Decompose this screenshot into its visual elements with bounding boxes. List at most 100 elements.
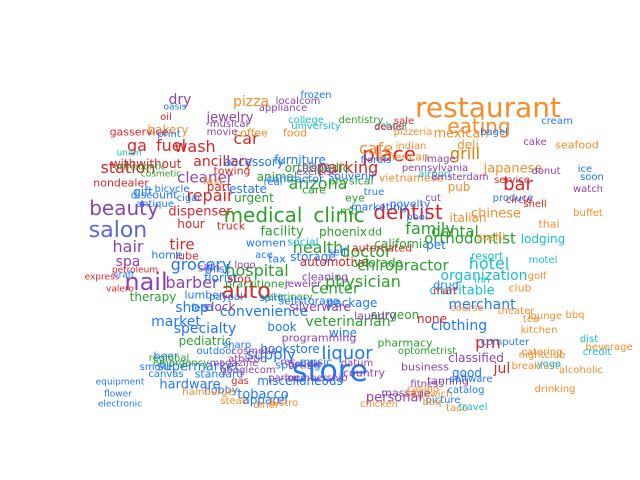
- cloud-word: practitioner: [224, 277, 290, 291]
- cloud-word: fast: [202, 174, 224, 188]
- cloud-word: tanning: [426, 374, 470, 388]
- cloud-word: cafe: [358, 139, 394, 158]
- cloud-word: theater: [497, 306, 535, 317]
- cloud-word: dd: [368, 225, 382, 239]
- cloud-word: estate: [229, 182, 267, 196]
- cloud-word: bookstore: [260, 342, 320, 356]
- cloud-word: steak: [220, 396, 248, 407]
- cloud-word: lounge: [527, 311, 563, 322]
- cloud-word: credit: [582, 347, 612, 358]
- cloud-word: emergency: [152, 358, 210, 369]
- cloud-word: drinking: [534, 384, 576, 395]
- cloud-word: florist: [203, 271, 239, 285]
- cloud-word: deli: [457, 138, 479, 152]
- cloud-word: diner: [253, 400, 279, 411]
- cloud-word: sale: [393, 116, 415, 127]
- cloud-word: dental: [431, 222, 479, 241]
- cloud-word: service: [494, 175, 530, 186]
- cloud-word: pub: [447, 180, 471, 194]
- cloud-word: colorado: [351, 256, 403, 270]
- cloud-word: home: [151, 248, 183, 262]
- cloud-word: center: [310, 279, 360, 298]
- cloud-word: bistro: [269, 398, 299, 409]
- cloud-word: nail: [124, 268, 168, 296]
- cloud-word: business: [401, 360, 449, 374]
- cloud-word: drug: [433, 278, 459, 292]
- cloud-word: craft: [113, 270, 135, 281]
- cloud-word: soon: [580, 172, 604, 183]
- cloud-word: beer: [153, 349, 179, 363]
- cloud-word: clinic: [313, 203, 365, 227]
- cloud-word: golf: [527, 271, 547, 282]
- cloud-word: cosmetic: [140, 169, 182, 180]
- cloud-word: auto: [221, 279, 271, 304]
- cloud-word: exercise: [296, 167, 338, 178]
- cloud-word: ace: [255, 250, 273, 261]
- cloud-word: self: [327, 245, 347, 259]
- cloud-word: piano: [302, 161, 330, 172]
- cloud-word: orthodontic: [114, 162, 166, 173]
- cloud-word: clothing: [430, 318, 488, 334]
- cloud-word: orthopedic: [284, 161, 350, 175]
- cloud-word: dealer: [374, 122, 406, 133]
- cloud-word: specialty: [173, 321, 237, 337]
- cloud-word: true: [363, 187, 385, 198]
- cloud-word: indian: [395, 141, 427, 152]
- cloud-word: spa: [115, 254, 141, 270]
- cloud-word: nightclub: [518, 350, 566, 361]
- cloud-word: furniture: [274, 153, 326, 167]
- cloud-word: miscellaneous: [257, 374, 343, 388]
- cloud-word: electronic: [97, 399, 143, 410]
- cloud-word: contractor: [266, 172, 324, 186]
- cloud-word: cream: [541, 116, 573, 127]
- cloud-word: watch: [572, 184, 604, 195]
- cloud-word: supermarket: [156, 359, 240, 375]
- cloud-word: novelty: [389, 197, 431, 211]
- cloud-word: dist: [579, 334, 599, 345]
- cloud-word: surgeon: [370, 308, 420, 322]
- cloud-word: food: [282, 126, 308, 140]
- cloud-word: souvenir: [328, 169, 376, 183]
- cloud-word: buffet: [573, 208, 603, 219]
- cloud-word: yoga: [536, 359, 562, 370]
- cloud-word: parking: [317, 158, 379, 177]
- cloud-word: print: [157, 129, 181, 140]
- cloud-word: market: [151, 314, 201, 330]
- cloud-word: cut: [425, 193, 441, 204]
- cloud-word: gasservice: [109, 125, 169, 139]
- cloud-word: doctor: [340, 242, 392, 261]
- cloud-word: bbq: [565, 310, 585, 321]
- cloud-word: physical: [328, 174, 374, 188]
- cloud-word: barber: [165, 273, 219, 292]
- cloud-word: musical: [209, 119, 249, 130]
- cloud-word: supply: [246, 345, 296, 364]
- cloud-word: arizona: [288, 174, 348, 193]
- cloud-word: merchant: [448, 297, 516, 313]
- cloud-word: valero: [106, 284, 134, 295]
- cloud-word: phoenix: [319, 225, 367, 239]
- cloud-word: hardware: [159, 377, 221, 393]
- cloud-word: vietnamese: [378, 171, 444, 185]
- cloud-word: pm: [475, 333, 501, 352]
- cloud-word: catering: [521, 347, 563, 358]
- cloud-word: grill: [449, 144, 481, 163]
- cloud-word: urgent: [234, 191, 274, 205]
- cloud-word: store: [292, 354, 368, 389]
- cloud-word: jul: [493, 361, 511, 377]
- cloud-word: pennsylvania: [401, 163, 469, 174]
- cloud-word: membership: [284, 373, 348, 384]
- cloud-word: lumber: [184, 288, 224, 302]
- cloud-word: clock: [204, 300, 236, 314]
- cloud-word: union: [116, 148, 142, 159]
- cloud-word: feed: [190, 303, 214, 314]
- cloud-word: therapy: [129, 290, 177, 304]
- cloud-word: misc: [205, 262, 231, 276]
- cloud-word: bakery: [147, 123, 189, 137]
- cloud-word: school: [374, 121, 408, 132]
- cloud-word: seafood: [555, 138, 599, 152]
- cloud-word: facility: [260, 224, 304, 240]
- cloud-word: pediatric: [178, 334, 232, 348]
- cloud-word: breakfast: [511, 361, 559, 372]
- cloud-word: appliance: [258, 103, 308, 114]
- cloud-word: country: [342, 366, 386, 380]
